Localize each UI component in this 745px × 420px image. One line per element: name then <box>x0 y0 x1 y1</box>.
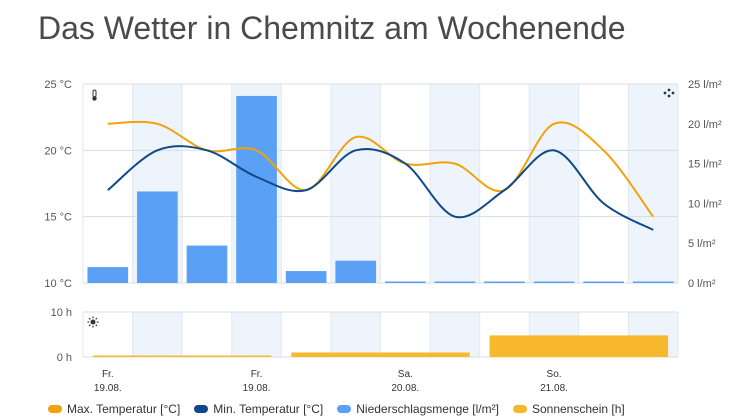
legend-item-max-temp[interactable]: Max. Temperatur [°C] <box>48 402 180 416</box>
band-sun-1 <box>132 312 183 357</box>
legend-swatch-precipitation <box>337 405 352 413</box>
precipitation-bar <box>186 245 228 283</box>
y-right-tick-label: 20 l/m² <box>688 119 722 131</box>
band-main-9 <box>529 84 579 283</box>
legend: Max. Temperatur [°C] Min. Temperatur [°C… <box>48 402 625 416</box>
precipitation-bar <box>384 281 426 283</box>
legend-label-sunshine: Sonnenschein [h] <box>531 402 625 416</box>
precipitation-bar <box>632 281 674 283</box>
y-left-tick-label: 15 °C <box>44 212 72 224</box>
sun-tick-label: 10 h <box>51 307 72 319</box>
y-right-tick-label: 10 l/m² <box>688 198 722 210</box>
x-tick-label-date: 19.08. <box>243 383 271 394</box>
band-main-5 <box>330 84 381 283</box>
legend-item-min-temp[interactable]: Min. Temperatur [°C] <box>194 402 323 416</box>
precipitation-bar <box>484 281 525 283</box>
sunshine-bar <box>489 335 669 357</box>
y-left-tick-label: 10 °C <box>44 278 72 290</box>
precipitation-bar <box>533 281 575 283</box>
y-right-tick-label: 5 l/m² <box>688 238 716 250</box>
legend-label-precipitation: Niederschlagsmenge [l/m²] <box>356 402 499 416</box>
precipitation-bar <box>583 281 624 283</box>
x-tick-label-day: Sa. <box>398 369 413 380</box>
x-tick-label-day: Fr. <box>251 369 263 380</box>
band-sun-3 <box>231 312 282 357</box>
weather-chart: 10 °C 15 °C 20 °C 25 °C 0 l/m² 5 l/m² 10 l/m² 1… <box>44 79 722 394</box>
x-tick-label-date: 21.08. <box>540 383 568 394</box>
x-tick-label-date: 19.08. <box>94 383 122 394</box>
sunshine-bar <box>92 355 272 357</box>
precipitation-bar <box>335 260 377 283</box>
legend-swatch-sunshine <box>512 405 527 413</box>
y-left-tick-label: 25 °C <box>44 79 72 91</box>
x-tick-label-day: Fr. <box>102 369 114 380</box>
legend-label-min-temp: Min. Temperatur [°C] <box>213 402 324 416</box>
legend-item-sunshine[interactable]: Sonnenschein [h] <box>512 402 625 416</box>
legend-swatch-min-temp <box>194 405 209 413</box>
y-left-tick-label: 20 °C <box>44 145 72 157</box>
precipitation-bar <box>137 191 178 283</box>
band-main-7 <box>430 84 480 283</box>
band-sun-5 <box>330 312 381 357</box>
sunshine-bar <box>291 352 470 357</box>
x-tick-label-date: 20.08. <box>391 383 419 394</box>
band-main-11 <box>628 84 678 283</box>
chart-title: Das Wetter in Chemnitz am Wochenende <box>38 10 626 46</box>
thermometer-icon <box>92 89 97 101</box>
legend-label-max-temp: Max. Temperatur [°C] <box>67 402 181 416</box>
precipitation-bar <box>434 281 476 283</box>
precipitation-bar <box>236 95 277 283</box>
legend-item-precipitation[interactable]: Niederschlagsmenge [l/m²] <box>337 402 499 416</box>
sun-tick-label: 0 h <box>57 352 72 364</box>
y-right-tick-label: 0 l/m² <box>688 278 716 290</box>
precipitation-bar <box>87 267 129 283</box>
legend-swatch-max-temp <box>48 405 62 413</box>
y-right-tick-label: 15 l/m² <box>688 159 722 171</box>
precipitation-bar <box>285 271 327 283</box>
band-sun-7 <box>430 312 480 357</box>
y-right-tick-label: 25 l/m² <box>688 79 722 91</box>
min-temp-line <box>107 145 654 231</box>
x-tick-label-day: So. <box>547 369 562 380</box>
raindrops-icon <box>663 88 675 98</box>
sun-icon <box>87 316 99 328</box>
